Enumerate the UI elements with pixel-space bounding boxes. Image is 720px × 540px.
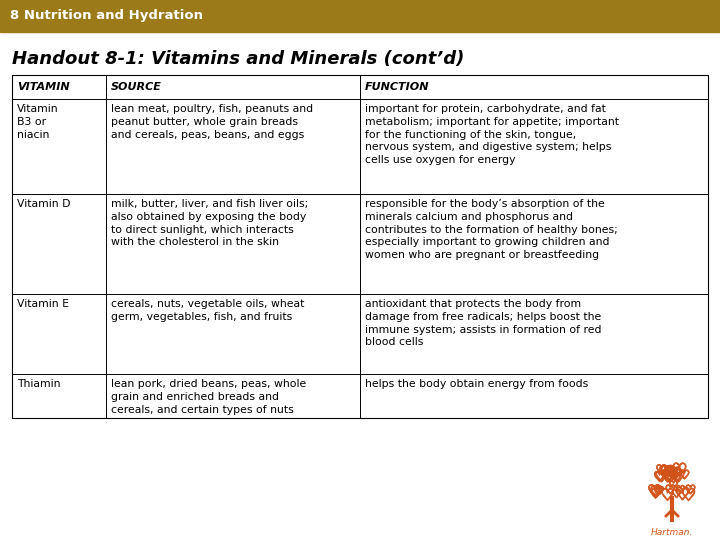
Text: lean meat, poultry, fish, peanuts and
peanut butter, whole grain breads
and cere: lean meat, poultry, fish, peanuts and pe… bbox=[111, 104, 313, 140]
Point bbox=[678, 469, 690, 478]
Point bbox=[670, 472, 682, 481]
Point bbox=[649, 488, 661, 497]
Point bbox=[665, 485, 676, 494]
Text: SOURCE: SOURCE bbox=[111, 82, 162, 92]
Point bbox=[662, 489, 673, 498]
Point bbox=[676, 489, 688, 498]
Point bbox=[670, 489, 681, 497]
Point bbox=[662, 471, 674, 480]
Point bbox=[661, 467, 672, 475]
Text: 8 Nutrition and Hydration: 8 Nutrition and Hydration bbox=[10, 10, 203, 23]
Text: antioxidant that protects the body from
damage from free radicals; helps boost t: antioxidant that protects the body from … bbox=[365, 299, 601, 347]
Point bbox=[653, 471, 665, 480]
Bar bbox=[12, 75, 708, 418]
Point bbox=[668, 469, 680, 477]
Point bbox=[670, 468, 681, 476]
Bar bbox=[0, 0, 720, 32]
Point bbox=[674, 464, 685, 473]
Text: Thiamin: Thiamin bbox=[17, 379, 60, 389]
Point bbox=[660, 467, 671, 475]
Point bbox=[653, 485, 665, 494]
Text: helps the body obtain energy from foods: helps the body obtain energy from foods bbox=[365, 379, 588, 389]
Point bbox=[655, 472, 667, 481]
Point bbox=[664, 471, 675, 480]
Text: FUNCTION: FUNCTION bbox=[365, 82, 430, 92]
Text: Vitamin
B3 or
niacin: Vitamin B3 or niacin bbox=[17, 104, 58, 140]
Point bbox=[650, 487, 662, 496]
Point bbox=[684, 484, 696, 493]
Point bbox=[655, 465, 667, 474]
Point bbox=[667, 480, 678, 488]
Point bbox=[672, 472, 683, 481]
Point bbox=[649, 485, 660, 494]
Text: Vitamin D: Vitamin D bbox=[17, 199, 71, 209]
Text: cereals, nuts, vegetable oils, wheat
germ, vegetables, fish, and fruits: cereals, nuts, vegetable oils, wheat ger… bbox=[111, 299, 305, 322]
Point bbox=[670, 468, 682, 477]
Text: important for protein, carbohydrate, and fat
metabolism; important for appetite;: important for protein, carbohydrate, and… bbox=[365, 104, 619, 165]
Text: Hartman.: Hartman. bbox=[651, 528, 693, 537]
Text: lean pork, dried beans, peas, whole
grain and enriched breads and
cereals, and c: lean pork, dried beans, peas, whole grai… bbox=[111, 379, 306, 415]
Point bbox=[683, 490, 694, 498]
Text: Vitamin E: Vitamin E bbox=[17, 299, 69, 309]
Text: responsible for the body’s absorption of the
minerals calcium and phosphorus and: responsible for the body’s absorption of… bbox=[365, 199, 618, 260]
Text: milk, butter, liver, and fish liver oils;
also obtained by exposing the body
to : milk, butter, liver, and fish liver oils… bbox=[111, 199, 308, 247]
Text: Handout 8-1: Vitamins and Minerals (cont’d): Handout 8-1: Vitamins and Minerals (cont… bbox=[12, 50, 464, 68]
Text: VITAMIN: VITAMIN bbox=[17, 82, 70, 92]
Point bbox=[675, 484, 686, 493]
Point bbox=[661, 471, 672, 480]
Point bbox=[664, 467, 675, 476]
